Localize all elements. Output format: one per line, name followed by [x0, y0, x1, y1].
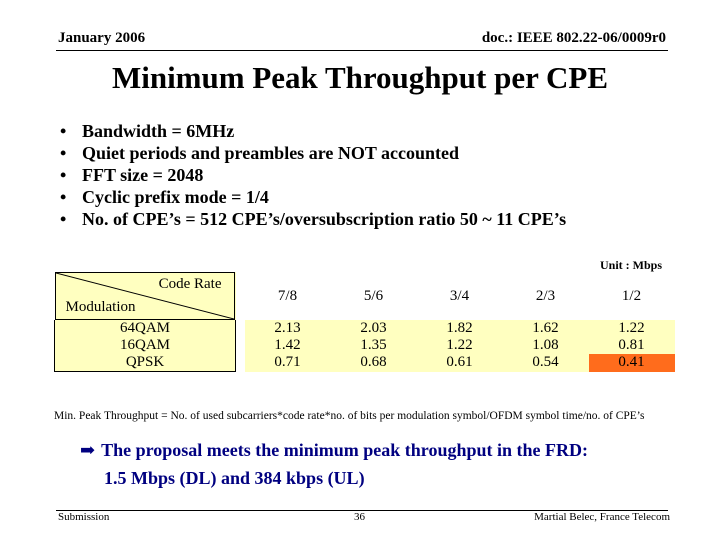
- throughput-cell: 2.13: [244, 320, 331, 337]
- throughput-table: Code Rate Modulation 7/8 5/6 3/4 2/3 1/2…: [54, 272, 675, 372]
- modulation-cell: QPSK: [54, 354, 236, 372]
- throughput-cell: 0.54: [502, 354, 589, 372]
- code-rate-header: 5/6: [363, 287, 384, 304]
- footer-submission: Submission: [58, 511, 110, 523]
- footer-rule: [56, 510, 668, 511]
- code-rate-label: Code Rate: [158, 276, 222, 292]
- code-rate-header: 2/3: [535, 287, 556, 304]
- arrow-right-icon: ➡: [80, 440, 96, 460]
- throughput-cell: 2.03: [330, 320, 417, 337]
- corner-cell: Code Rate Modulation: [54, 272, 236, 320]
- header-doc-id: doc.: IEEE 802.22-06/0009r0: [481, 30, 666, 46]
- modulation-cell: 16QAM: [54, 337, 236, 354]
- throughput-cell: 1.22: [416, 337, 503, 354]
- bullet-item: • FFT size = 2048: [60, 164, 566, 186]
- bullet-list: • Bandwidth = 6MHz • Quiet periods and pre…: [60, 120, 566, 230]
- code-rate-header: 7/8: [277, 287, 298, 304]
- bullet-text: No. of CPE’s = 512 CPE’s/oversubscriptio…: [82, 209, 567, 229]
- throughput-cell: 1.42: [244, 337, 331, 354]
- bullet-marker: •: [60, 165, 67, 185]
- bullet-text: FFT size = 2048: [82, 165, 204, 185]
- throughput-cell: 1.08: [502, 337, 589, 354]
- bullet-marker: •: [60, 143, 67, 163]
- code-rate-header: 3/4: [449, 287, 470, 304]
- bullet-text: Bandwidth = 6MHz: [82, 121, 235, 141]
- throughput-cell: 0.81: [588, 337, 675, 354]
- throughput-cell-highlighted: 0.41: [588, 354, 675, 372]
- table-row: QPSK 0.71 0.68 0.61 0.54 0.41: [54, 354, 675, 372]
- bullet-marker: •: [60, 187, 67, 207]
- bullet-marker: •: [60, 209, 67, 229]
- throughput-cell: 1.22: [588, 320, 675, 337]
- throughput-cell: 0.68: [330, 354, 417, 372]
- table-row: 16QAM 1.42 1.35 1.22 1.08 0.81: [54, 337, 675, 354]
- modulation-cell: 64QAM: [54, 320, 236, 337]
- table-header-row: Code Rate Modulation 7/8 5/6 3/4 2/3 1/2: [54, 272, 675, 320]
- header-rule: [56, 50, 668, 51]
- bullet-text: Cyclic prefix mode = 1/4: [82, 187, 269, 207]
- proposal-line: ➡ The proposal meets the minimum peak thr…: [80, 440, 588, 461]
- throughput-cell: 1.82: [416, 320, 503, 337]
- slide-title: Minimum Peak Throughput per CPE: [111, 60, 609, 95]
- throughput-formula: Min. Peak Throughput = No. of used subca…: [54, 410, 645, 422]
- proposal-text: The proposal meets the minimum peak thro…: [101, 440, 588, 460]
- throughput-cell: 1.35: [330, 337, 417, 354]
- bullet-item: • No. of CPE’s = 512 CPE’s/oversubscripti…: [60, 208, 566, 230]
- bullet-item: • Cyclic prefix mode = 1/4: [60, 186, 566, 208]
- throughput-cell: 0.61: [416, 354, 503, 372]
- bullet-marker: •: [60, 121, 67, 141]
- modulation-label: Modulation: [65, 299, 136, 315]
- throughput-cell: 1.62: [502, 320, 589, 337]
- bullet-text: Quiet periods and preambles are NOT acco…: [82, 143, 460, 163]
- throughput-cell: 0.71: [244, 354, 331, 372]
- bullet-item: • Quiet periods and preambles are NOT acc…: [60, 142, 566, 164]
- table-row: 64QAM 2.13 2.03 1.82 1.62 1.22: [54, 320, 675, 337]
- code-rate-header: 1/2: [621, 287, 642, 304]
- bullet-item: • Bandwidth = 6MHz: [60, 120, 566, 142]
- footer-page-number: 36: [354, 511, 365, 523]
- proposal-values: 1.5 Mbps (DL) and 384 kbps (UL): [104, 468, 365, 488]
- unit-label: Unit : Mbps: [599, 258, 662, 272]
- footer-author: Martial Belec, France Telecom: [534, 511, 670, 523]
- header-date: January 2006: [58, 30, 146, 46]
- corner-diagonal: [55, 273, 234, 319]
